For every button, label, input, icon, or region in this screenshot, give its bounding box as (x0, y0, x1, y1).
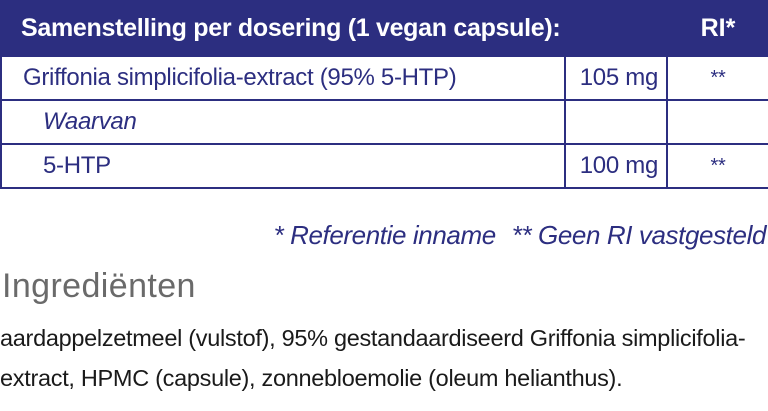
ri-footnote: * Referentie inname ** Geen RI vastgestel… (273, 220, 767, 251)
ri-column-header: RI* (666, 0, 768, 57)
ingredient-ri: ** (666, 55, 768, 101)
table-header-row: Samenstelling per dosering (1 vegan caps… (0, 0, 768, 57)
ingredient-amount (564, 99, 668, 145)
table-row: 5-HTP 100 mg ** (0, 143, 768, 189)
ingredient-amount: 105 mg (564, 55, 668, 101)
ingredient-ri: ** (666, 143, 768, 189)
ingredient-name: 5-HTP (0, 143, 566, 189)
ingredient-ri (666, 99, 768, 145)
ingredient-name: Griffonia simplicifolia-extract (95% 5-H… (0, 55, 566, 101)
reference-intake-note: * Referentie inname (273, 220, 497, 250)
ingredient-amount: 100 mg (564, 143, 668, 189)
ingredient-name: Waarvan (0, 99, 566, 145)
composition-table: Samenstelling per dosering (1 vegan caps… (0, 0, 768, 189)
no-ri-note: ** Geen RI vastgesteld (511, 220, 767, 250)
table-row: Waarvan (0, 99, 768, 145)
table-title: Samenstelling per dosering (1 vegan caps… (0, 0, 668, 57)
table-row: Griffonia simplicifolia-extract (95% 5-H… (0, 55, 768, 101)
ingredients-list: aardappelzetmeel (vulstof), 95% gestanda… (0, 325, 746, 391)
ingredients-heading: Ingrediënten (2, 267, 196, 305)
